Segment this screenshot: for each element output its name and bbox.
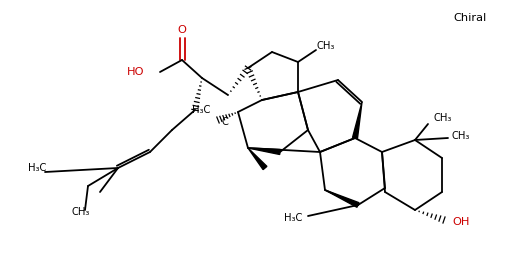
Polygon shape [248,148,267,169]
Text: H₃C: H₃C [28,163,47,173]
Text: O: O [178,25,186,35]
Text: C: C [222,117,228,127]
Polygon shape [248,148,280,154]
Text: Chiral: Chiral [453,13,486,23]
Text: CH₃: CH₃ [317,41,335,51]
Text: OH: OH [452,217,470,227]
Text: HO: HO [127,67,145,77]
Text: CH₃: CH₃ [433,113,452,123]
Text: H₃C: H₃C [284,213,302,223]
Polygon shape [353,102,362,139]
Text: CH₃: CH₃ [452,131,471,141]
Text: CH₃: CH₃ [72,207,91,217]
Text: H₃C: H₃C [191,105,210,115]
Polygon shape [325,190,359,207]
